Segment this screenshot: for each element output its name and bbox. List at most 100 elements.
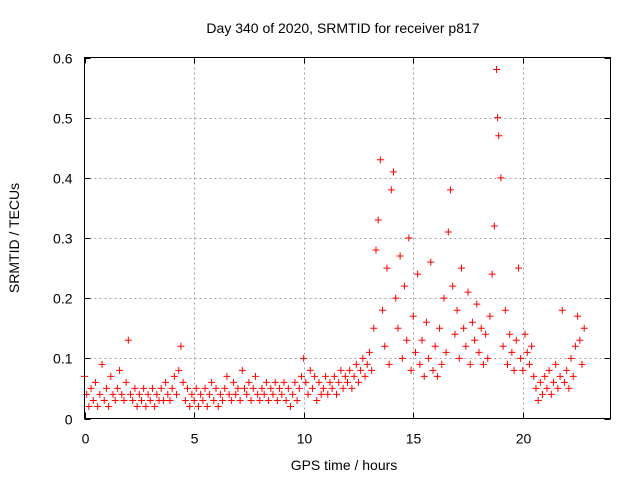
- data-point: [124, 336, 132, 344]
- data-point: [444, 228, 452, 236]
- data-point: [122, 378, 130, 386]
- data-point: [414, 270, 422, 278]
- data-point: [105, 402, 113, 410]
- data-point: [271, 378, 279, 386]
- data-point: [129, 396, 137, 404]
- data-point: [151, 402, 159, 410]
- data-point: [140, 384, 148, 392]
- data-point: [506, 330, 514, 338]
- data-point: [499, 342, 507, 350]
- data-point: [370, 324, 378, 332]
- data-point: [396, 252, 404, 260]
- data-point: [293, 396, 301, 404]
- data-point: [289, 390, 297, 398]
- data-point: [258, 384, 266, 392]
- data-point: [116, 366, 124, 374]
- data-point: [306, 366, 314, 374]
- x-tick-label: 20: [516, 431, 532, 447]
- data-point: [260, 390, 268, 398]
- data-point: [254, 390, 262, 398]
- data-point: [482, 330, 490, 338]
- x-tick-label: 10: [297, 431, 313, 447]
- data-point: [374, 216, 382, 224]
- data-point: [503, 360, 511, 368]
- data-point: [212, 384, 220, 392]
- data-point: [449, 282, 457, 290]
- data-point: [405, 234, 413, 242]
- data-point: [383, 264, 391, 272]
- data-point: [120, 396, 128, 404]
- data-point: [335, 378, 343, 386]
- data-point: [205, 390, 213, 398]
- data-point: [462, 342, 470, 350]
- data-point: [243, 390, 251, 398]
- data-point: [153, 390, 161, 398]
- data-point: [569, 372, 577, 380]
- data-point: [442, 348, 450, 356]
- data-point: [265, 396, 273, 404]
- data-point: [425, 354, 433, 362]
- data-point: [181, 396, 189, 404]
- data-point: [162, 378, 170, 386]
- data-point: [466, 360, 474, 368]
- data-point: [247, 396, 255, 404]
- data-point: [372, 246, 380, 254]
- data-point: [580, 324, 588, 332]
- data-point: [501, 306, 509, 314]
- data-point: [429, 366, 437, 374]
- x-axis-ticks: 0 5 10 15 20: [82, 57, 532, 447]
- data-point: [197, 390, 205, 398]
- data-point: [133, 402, 141, 410]
- data-point: [142, 402, 150, 410]
- data-point: [475, 348, 483, 356]
- data-point: [100, 396, 108, 404]
- data-point: [201, 384, 209, 392]
- data-point: [302, 378, 310, 386]
- data-point: [545, 366, 553, 374]
- data-point: [523, 348, 531, 356]
- data-point: [297, 372, 305, 380]
- data-point: [363, 360, 371, 368]
- data-point: [490, 222, 498, 230]
- data-point: [407, 366, 415, 374]
- x-axis-title: GPS time / hours: [291, 457, 398, 473]
- data-point: [556, 372, 564, 380]
- y-axis-title: SRMTID / TECUs: [6, 183, 22, 293]
- data-point: [552, 360, 560, 368]
- data-point: [541, 372, 549, 380]
- data-point: [521, 330, 529, 338]
- data-point: [379, 306, 387, 314]
- y-tick-label: 0.4: [53, 171, 73, 187]
- data-point: [494, 114, 502, 122]
- data-point: [168, 384, 176, 392]
- data-point: [284, 384, 292, 392]
- data-point: [194, 402, 202, 410]
- data-point: [238, 366, 246, 374]
- data-point: [493, 66, 501, 74]
- data-point: [560, 378, 568, 386]
- data-point: [328, 384, 336, 392]
- data-point: [550, 378, 558, 386]
- data-point: [574, 312, 582, 320]
- data-point: [464, 288, 472, 296]
- data-point: [350, 372, 358, 380]
- data-point: [199, 396, 207, 404]
- data-point: [337, 366, 345, 374]
- data-point: [438, 360, 446, 368]
- data-point: [240, 384, 248, 392]
- data-point: [339, 384, 347, 392]
- data-point: [291, 378, 299, 386]
- data-point: [484, 354, 492, 362]
- data-point: [563, 366, 571, 374]
- data-point: [330, 372, 338, 380]
- data-point: [390, 168, 398, 176]
- data-point: [519, 366, 527, 374]
- data-point: [157, 384, 165, 392]
- data-point: [216, 390, 224, 398]
- y-tick-label: 0.1: [53, 351, 73, 367]
- data-point: [368, 366, 376, 374]
- data-point: [357, 366, 365, 374]
- data-point: [98, 360, 106, 368]
- data-point: [565, 384, 573, 392]
- data-point: [400, 282, 408, 290]
